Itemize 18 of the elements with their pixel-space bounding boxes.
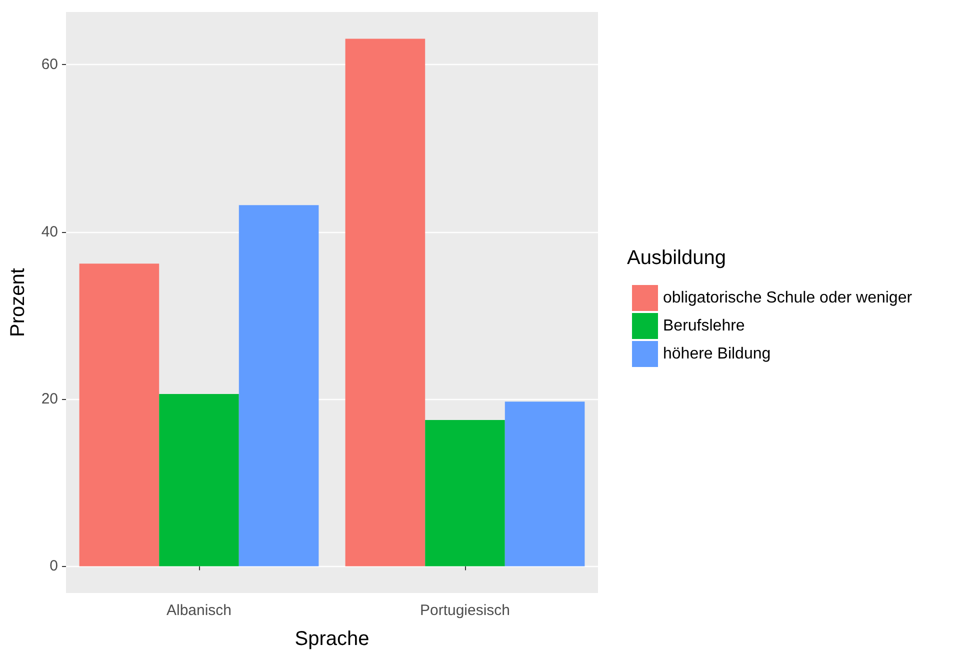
bar — [504, 402, 585, 566]
y-tick-label: 60 — [41, 56, 58, 74]
x-tick-label: Albanisch — [166, 602, 232, 619]
x-tick-label: Portugiesisch — [420, 602, 510, 619]
legend-label: obligatorische Schule oder weniger — [663, 290, 913, 306]
bar — [425, 420, 505, 566]
legend-label: höhere Bildung — [663, 346, 771, 362]
y-tick-label: 40 — [41, 223, 58, 240]
y-axis-title: Prozent — [7, 268, 29, 337]
legend-label: Berufslehre — [663, 318, 745, 334]
bar — [159, 394, 239, 566]
bar — [238, 205, 319, 566]
y-tick-label: 20 — [41, 390, 58, 408]
bar — [79, 264, 160, 566]
bar — [345, 38, 426, 566]
x-axis-title: Sprache — [294, 628, 370, 650]
legend-title: Ausbildung — [627, 247, 726, 269]
y-tick-label: 0 — [50, 558, 58, 575]
